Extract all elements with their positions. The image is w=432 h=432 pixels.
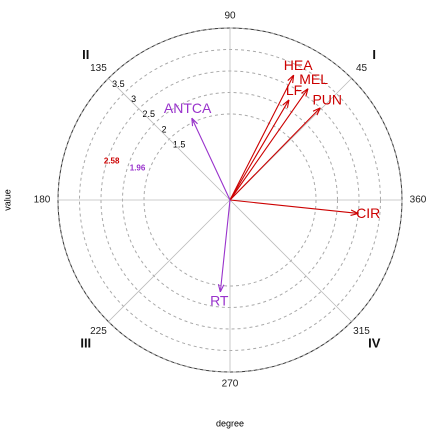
r-tick-label: 1.5 xyxy=(173,140,186,150)
arrow-head xyxy=(219,284,225,293)
vector xyxy=(229,107,321,201)
arrow-head xyxy=(286,99,290,108)
vector xyxy=(229,99,290,201)
angle-tick-label: 270 xyxy=(222,379,239,390)
vector xyxy=(191,117,231,201)
vector xyxy=(229,199,359,215)
vector xyxy=(229,74,295,201)
vector-label: LF xyxy=(286,82,302,98)
arrow-head xyxy=(287,74,295,81)
quadrant-label: I xyxy=(372,47,376,62)
arrow-head xyxy=(350,212,359,216)
angle-tick-label: 135 xyxy=(90,63,107,74)
r-tick-label: 3 xyxy=(131,94,136,104)
quadrant-label: III xyxy=(80,336,91,351)
arrow-head xyxy=(301,88,309,94)
spoke xyxy=(108,78,231,201)
y-axis-label: value xyxy=(2,189,12,211)
arrow-head xyxy=(191,118,194,127)
vector-label: ANTCA xyxy=(164,100,212,116)
threshold-label: 2.58 xyxy=(104,157,120,166)
vector-label: PUN xyxy=(312,91,342,107)
angle-tick-label: 360 xyxy=(410,195,427,206)
angle-tick-label: 225 xyxy=(90,326,107,337)
arrow-head xyxy=(312,107,321,112)
angle-tick-label: 90 xyxy=(224,11,236,22)
quadrant-label: II xyxy=(82,47,89,62)
spoke xyxy=(108,199,231,322)
r-tick-label: 2.5 xyxy=(143,109,156,119)
arrow-head xyxy=(316,107,321,116)
angle-tick-label: 180 xyxy=(34,195,51,206)
vector-label: HEA xyxy=(284,57,313,73)
vector-label: RT xyxy=(210,293,229,309)
r-tick-label: 2 xyxy=(161,124,166,134)
vector xyxy=(219,199,231,293)
spoke xyxy=(229,199,352,322)
arrow-head xyxy=(305,88,309,97)
arrow-head xyxy=(191,117,198,125)
arrow-head xyxy=(217,284,221,293)
vector-label: MEL xyxy=(299,71,328,87)
vector xyxy=(229,88,309,201)
arrow-head xyxy=(292,75,295,84)
arrow-head xyxy=(282,99,290,106)
x-axis-label: degree xyxy=(216,418,244,428)
threshold-label: 1.96 xyxy=(130,163,146,172)
angle-tick-label: 45 xyxy=(356,63,368,74)
vector-label: CIR xyxy=(356,205,380,221)
angle-tick-label: 315 xyxy=(353,326,370,337)
r-tick-label: 3.5 xyxy=(112,79,125,89)
quadrant-label: IV xyxy=(368,336,381,351)
arrow-head xyxy=(350,209,359,214)
